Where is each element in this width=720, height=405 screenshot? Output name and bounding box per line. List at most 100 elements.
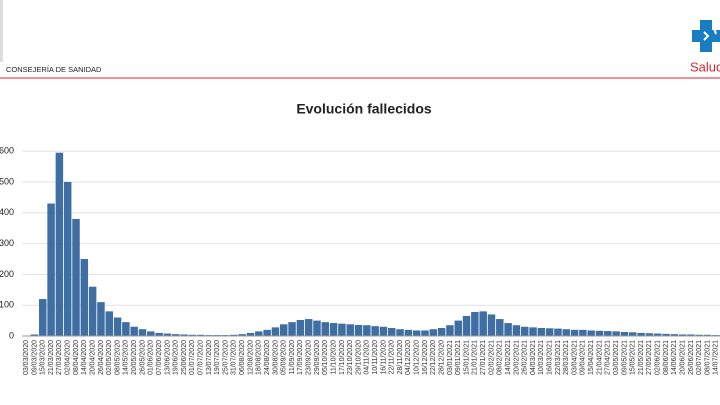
x-tick-label: 09/03/2020 (31, 340, 38, 375)
bar (63, 181, 72, 336)
bar (404, 329, 413, 336)
bar (304, 319, 313, 336)
x-tick-label: 10/12/2020 (414, 340, 421, 375)
bar (122, 322, 130, 336)
x-tick-label: 11/10/2020 (330, 340, 337, 375)
bar (695, 334, 703, 336)
bar (230, 334, 238, 336)
x-tick-label: 08/04/2020 (73, 340, 80, 375)
bar (288, 322, 296, 336)
x-tick-label: 23/10/2020 (347, 340, 354, 375)
bar (246, 332, 255, 336)
bar (238, 334, 246, 336)
bar (437, 327, 446, 336)
x-tick-label: 31/07/2020 (231, 340, 238, 375)
bar (280, 324, 288, 336)
x-tick-label: 28/11/2020 (397, 340, 404, 375)
x-tick-label: 03/01/2021 (447, 340, 454, 375)
x-tick-label: 25/06/2020 (181, 340, 188, 375)
bar (479, 311, 487, 336)
bar (313, 320, 321, 336)
x-tick-label: 14/06/2021 (671, 340, 678, 375)
x-tick-label: 02/02/2021 (488, 340, 495, 375)
bar (604, 331, 612, 336)
bar (346, 324, 354, 336)
bar (379, 326, 388, 336)
bar (388, 327, 396, 336)
department: CONSEJERÍA DE SANIDAD (6, 65, 102, 74)
chart-title: Evolución fallecidos (296, 101, 432, 117)
x-tick-label: 27/03/2020 (56, 340, 63, 375)
x-tick-label: 04/12/2020 (405, 340, 412, 375)
bar (55, 152, 64, 336)
y-tick-label: 0 (9, 330, 14, 340)
bar (130, 326, 138, 336)
bar (354, 324, 363, 336)
y-tick-label: 200 (0, 269, 14, 279)
x-tick-label: 16/11/2020 (380, 340, 387, 375)
x-tick-label: 01/07/2020 (189, 340, 196, 375)
bar (329, 323, 338, 336)
x-tick-label: 02/04/2020 (65, 340, 72, 375)
x-tick-label: 14/04/2020 (81, 340, 88, 375)
x-tick-label: 26/05/2020 (139, 340, 146, 375)
bar (512, 325, 521, 336)
bar (537, 327, 546, 336)
bar (570, 329, 579, 336)
x-tick-label: 05/10/2020 (322, 340, 329, 375)
x-tick-label: 03/03/2020 (23, 340, 30, 375)
x-tick-label: 09/01/2021 (455, 340, 462, 375)
x-tick-label: 21/03/2020 (48, 340, 55, 375)
bar (338, 323, 346, 336)
bar (653, 333, 662, 336)
x-tick-label: 27/01/2021 (480, 340, 487, 375)
x-tick-label: 20/06/2021 (679, 340, 686, 375)
bar (321, 322, 330, 336)
bar (662, 333, 670, 336)
bar (554, 328, 562, 336)
bar (271, 327, 280, 336)
y-tick-label: 600 (0, 146, 14, 156)
x-tick-label: 07/06/2020 (156, 340, 163, 375)
bar (579, 329, 587, 336)
x-tick-label: 29/09/2020 (314, 340, 321, 375)
bar (529, 327, 537, 336)
x-tick-label: 15/01/2021 (463, 340, 470, 375)
x-tick-label: 04/03/2021 (530, 340, 537, 375)
salud-logo: Salud (690, 20, 720, 74)
bar (637, 332, 645, 336)
x-tick-label: 08/07/2021 (704, 340, 711, 375)
bar (454, 320, 462, 336)
x-tick-label: 25/07/2020 (222, 340, 229, 375)
bar (138, 329, 147, 336)
bar (371, 326, 379, 336)
bar (446, 325, 454, 336)
x-tick-label: 26/02/2021 (522, 340, 529, 375)
x-tick-label: 14/07/2021 (713, 340, 720, 375)
bar (620, 331, 629, 336)
x-tick-label: 22/03/2021 (555, 340, 562, 375)
x-tick-label: 23/09/2020 (306, 340, 313, 375)
bar (30, 334, 39, 336)
x-tick-label: 17/10/2020 (339, 340, 346, 375)
bar (545, 328, 554, 336)
x-tick-label: 02/07/2021 (696, 340, 703, 375)
x-tick-label: 18/08/2020 (256, 340, 263, 375)
x-tick-label: 22/12/2020 (430, 340, 437, 375)
bar (263, 329, 271, 336)
x-tick-label: 13/06/2020 (164, 340, 171, 375)
x-tick-label: 03/05/2021 (613, 340, 620, 375)
y-tick-label: 500 (0, 176, 14, 186)
x-tick-label: 04/11/2020 (364, 340, 371, 375)
bar (171, 334, 180, 336)
logo-text: Salud (690, 59, 720, 74)
x-tick-label: 14/05/2020 (123, 340, 130, 375)
bar (496, 319, 504, 336)
x-tick-label: 08/06/2021 (663, 340, 670, 375)
bar (687, 334, 695, 336)
x-tick-label: 08/02/2021 (497, 340, 504, 375)
x-tick-label: 09/05/2021 (621, 340, 628, 375)
x-tick-label: 02/06/2021 (655, 340, 662, 375)
